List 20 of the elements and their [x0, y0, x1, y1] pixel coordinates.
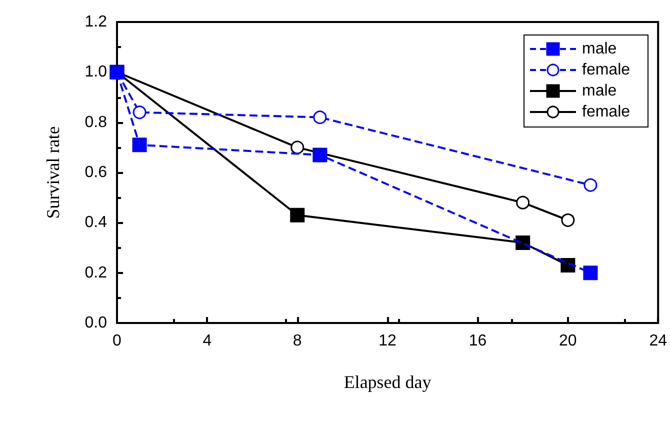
x-tick-label: 20 — [559, 332, 577, 350]
x-tick-label: 8 — [292, 332, 302, 350]
x-tick-label: 0 — [112, 332, 122, 350]
x-tick-label: 16 — [468, 332, 487, 350]
y-axis-title: Survival rate — [43, 126, 63, 219]
y-tick-label: 0.2 — [84, 264, 108, 282]
legend-label: female — [582, 104, 630, 120]
y-tick-label: 0.6 — [84, 164, 108, 181]
legend-label: female — [582, 62, 630, 78]
y-tick-label: 0.0 — [84, 314, 108, 332]
x-tick-label: 4 — [202, 332, 212, 350]
legend-label: male — [582, 82, 617, 100]
y-tick-label: 1.2 — [84, 14, 108, 30]
x-tick-label: 24 — [649, 332, 668, 350]
y-tick-label: 0.8 — [84, 114, 108, 131]
y-tick-label: 0.4 — [84, 214, 108, 232]
x-tick-label: 12 — [378, 332, 397, 350]
x-axis-title: Elapsed day — [344, 372, 432, 392]
y-tick-label: 1.0 — [84, 64, 108, 81]
legend-label: male — [582, 40, 617, 58]
